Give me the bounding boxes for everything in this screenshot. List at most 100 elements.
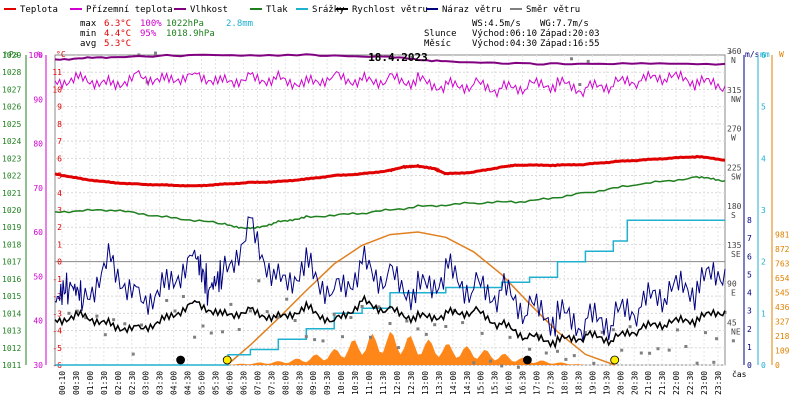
pressure-tick: 1029 <box>2 51 21 60</box>
wind-direction-dot <box>84 316 88 320</box>
direction-compass: SW <box>731 172 741 181</box>
wind-direction-dot <box>564 357 568 361</box>
x-tick-label: 19:30 <box>602 371 611 395</box>
direction-compass: NW <box>731 95 741 104</box>
temperature-tick: 1 <box>57 240 62 249</box>
wind-direction-dot <box>321 339 325 343</box>
temperature-tick: 9 <box>57 103 62 112</box>
pressure-unit: hPa <box>4 50 19 59</box>
direction-tick: 270 <box>727 125 742 134</box>
solar-tick: 545 <box>775 289 790 298</box>
humidity-unit: % <box>37 50 42 59</box>
humidity-tick: 80 <box>33 140 43 149</box>
direction-compass: S <box>731 211 736 220</box>
x-tick-label: 04:30 <box>184 371 193 395</box>
x-tick-label: 05:00 <box>198 371 207 395</box>
pressure-tick: 1014 <box>2 309 21 318</box>
temperature-unit: °C <box>56 50 66 59</box>
sunset-stat: Západ:20:03 <box>540 29 600 39</box>
legend-label-6: Náraz větru <box>442 5 502 15</box>
x-tick-label: 15:30 <box>491 371 500 395</box>
x-tick-label: 17:00 <box>533 371 542 395</box>
wind-direction-dot <box>704 331 707 335</box>
temperature-tick: 2 <box>57 223 62 232</box>
wind-direction-dot <box>369 335 372 339</box>
wind-direction-dot <box>137 53 141 57</box>
wind-direction-dot <box>304 335 308 339</box>
wind-direction-dot <box>676 328 679 332</box>
wind-direction-dot <box>715 337 719 341</box>
pressure-tick: 1018 <box>2 240 21 249</box>
temperature-tick: 11 <box>52 68 62 77</box>
x-tick-label: 21:00 <box>644 371 653 395</box>
humidity-tick: 50 <box>33 272 43 281</box>
wind-direction-dot <box>508 335 512 339</box>
wind-direction-dot <box>173 309 177 313</box>
stats-panel: max 6.3°C 100% 1022hPa 2.8mm min 4.4°C 9… <box>80 19 600 49</box>
legend-label-5: Rychlost větru <box>352 5 428 15</box>
gridlines <box>55 55 725 366</box>
x-tick-label: 01:00 <box>86 371 95 395</box>
pressure-tick: 1019 <box>2 223 21 232</box>
pressure-tick: 1024 <box>2 137 21 146</box>
wind-direction-dot <box>123 322 127 326</box>
wind-direction-dot <box>131 352 135 356</box>
marker-sunset <box>610 355 620 365</box>
x-tick-label: 02:30 <box>128 371 137 395</box>
rain-tick: 2 <box>761 258 766 267</box>
wind-direction-dot <box>556 349 559 353</box>
stat-max-rain: 2.8mm <box>226 19 253 29</box>
x-tick-label: 00:10 <box>58 371 67 395</box>
humidity-tick: 60 <box>33 228 43 237</box>
x-tick-label: 14:00 <box>449 371 458 395</box>
x-tick-label: 08:00 <box>281 371 290 395</box>
wind-tick: 3 <box>747 307 752 316</box>
moon-label: Měsíc <box>424 39 451 49</box>
wind-tick: 7 <box>747 234 752 243</box>
temperature-tick: 10 <box>52 85 62 94</box>
stat-min-hum: 95% <box>140 29 157 39</box>
x-tick-label: 17:30 <box>547 371 556 395</box>
wind-tick: 0 <box>747 361 752 370</box>
pressure-tick: 1021 <box>2 189 21 198</box>
x-tick-label: 06:30 <box>239 371 248 395</box>
x-tick-label: 14:30 <box>463 371 472 395</box>
direction-tick: 315 <box>727 86 742 95</box>
rain-tick: 3 <box>761 206 766 215</box>
wind-direction-dot <box>140 323 143 327</box>
wind-direction-dot <box>341 335 344 339</box>
wind-direction-dot <box>285 297 289 301</box>
stat-min-label: min <box>80 29 96 39</box>
x-tick-label: 16:00 <box>505 371 514 395</box>
wind-direction-dot <box>276 315 280 319</box>
direction-unit: ° <box>728 50 733 59</box>
direction-compass: NE <box>731 327 741 336</box>
wind-direction-dot <box>193 335 197 339</box>
wind-direction-dot <box>265 310 269 314</box>
series-rain <box>55 219 725 366</box>
wind-direction-dot <box>405 319 409 323</box>
legend-label-0: Teplota <box>20 5 58 15</box>
stat-max-temp: 6.3°C <box>104 19 131 29</box>
pressure-tick: 1023 <box>2 154 21 163</box>
axes: 00:10 00:30 01:00 01:30 02:00 02:30 03:00 03:30… <box>2 47 790 395</box>
solar-tick: 981 <box>775 231 790 240</box>
pressure-tick: 1016 <box>2 275 21 284</box>
x-tick-label: 23:30 <box>714 371 723 395</box>
solar-tick: 218 <box>775 332 790 341</box>
x-tick-label: 15:00 <box>477 371 486 395</box>
humidity-tick: 100 <box>29 51 44 60</box>
x-tick-label: 02:00 <box>114 371 123 395</box>
pressure-tick: 1022 <box>2 172 21 181</box>
temperature-tick: 8 <box>57 120 62 129</box>
wind-tick: 4 <box>747 289 752 298</box>
legend-label-2: Vlhkost <box>190 5 228 15</box>
x-tick-label: 11:30 <box>379 371 388 395</box>
wind-direction-dot <box>656 347 660 351</box>
wind-tick: 2 <box>747 325 752 334</box>
wind-tick: 8 <box>747 216 752 225</box>
solar-unit: W <box>779 50 784 59</box>
direction-tick: 180 <box>727 202 742 211</box>
wind-direction-dot <box>684 345 688 348</box>
series-pressure <box>54 175 726 230</box>
